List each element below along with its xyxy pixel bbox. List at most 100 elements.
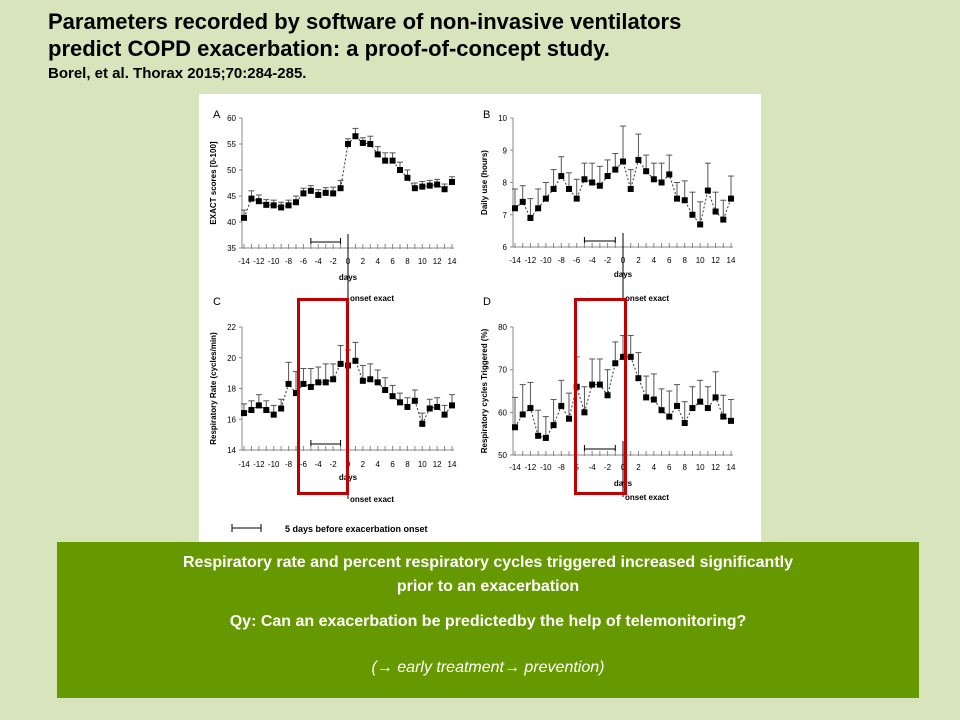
panel-d-data-point [681,420,688,426]
panel-b-data-point [612,166,619,173]
panel-d-y-tick-label: 80 [498,323,507,332]
panel-c-data-point [307,383,314,390]
panel-a-data-point [426,182,433,189]
panel-c-x-tick-label: -12 [253,460,265,469]
panel-d-data-point [712,394,719,401]
panel-c-data-point [337,360,344,367]
panel-d-x-tick-label: 8 [682,463,687,472]
highlight-box-respiratory-rate [297,298,349,495]
panel-a-data-point [330,190,337,197]
panel-b-x-tick-label: -2 [604,256,612,265]
panel-d-x-tick-label: 14 [727,463,736,472]
panel-a-data-point [397,167,403,173]
panel-c-x-tick-label: 2 [361,460,366,469]
panel-d-x-tick-label: 6 [667,463,672,472]
note-text: (→ early treatment→ prevention) [371,659,605,676]
panel-d-letter: D [483,296,491,308]
panel-a-x-tick-label: -12 [253,257,265,266]
panel-a-data-point [434,181,441,188]
panel-b-x-tick-label: -6 [573,256,581,265]
panel-a-data-point [404,174,411,181]
panel-a-data-point [293,199,299,206]
panel-b-series-line [514,158,732,226]
panel-b-letter: B [483,109,490,121]
panel-b-data-point [550,185,557,192]
panel-d-x-tick-label: -2 [604,463,612,472]
panel-a-x-tick-label: -10 [268,257,280,266]
panel-b-y-tick-label: 10 [498,114,507,123]
panel-c-data-point [404,403,411,410]
panel-b-x-tick-label: -14 [509,256,521,265]
panel-c-y-tick-label: 20 [227,354,236,363]
panel-b-data-point [566,185,572,192]
panel-c-data-point [359,377,366,384]
panel-d-data-point [666,413,673,420]
panel-d-data-point [535,432,542,439]
panel-b-onset-label: onset exact [625,294,669,303]
panel-c-x-tick-label: 8 [405,460,410,469]
legend-bracket [231,524,262,532]
panel-b-x-tick-label: 10 [696,256,705,265]
panel-a-data-point [411,185,418,192]
panel-b-data-point [620,158,626,165]
panel-a-data-point [337,185,344,192]
question-text: Qy: Can an exacerbation be predictedby t… [229,613,747,630]
panel-b-y-tick-label: 8 [503,179,508,188]
panel-c-x-tick-label: 6 [390,460,395,469]
panel-d-data-point [650,396,657,403]
panel-a-data-point [255,198,262,205]
panel-c-data-point [397,399,403,406]
panel-d-data-point [589,381,596,388]
panel-d-x-tick-label: 12 [711,463,720,472]
panel-b-x-tick-label: -10 [540,256,552,265]
panel-a-data-point [441,186,448,193]
panel-c-data-point [241,410,247,417]
panel-c-data-point [419,420,426,427]
panel-b-data-point [527,214,534,221]
panel-a-data-point [389,157,396,164]
panel-a-bracket [310,238,342,244]
legend-text: 5 days before exacerbation onset [285,524,428,534]
panel-c-x-tick-label: -10 [268,460,280,469]
panel-d-data-point [596,381,603,388]
panel-d-data-point [527,405,534,412]
title-line-2: predict COPD exacerbation: a proof-of-co… [48,36,610,61]
panel-b-x-tick-label: 2 [636,256,641,265]
panel-b-x-tick-label: 14 [727,256,736,265]
panel-d-onset-label: onset exact [625,493,669,502]
panel-d-x-tick-label: -12 [525,463,537,472]
panel-c-data-point [270,411,277,418]
panel-a-x-tick-label: 8 [405,257,410,266]
panel-b-data-point [681,197,688,204]
panel-b-x-tick-label: 6 [667,256,672,265]
highlight-box-cycles-triggered [574,298,627,495]
panel-d-data-point [689,405,696,412]
panel-c-y-tick-label: 22 [227,323,236,332]
panel-c-data-point [322,379,329,386]
panel-d-x-tick-label: 4 [652,463,657,472]
panel-a-x-tick-label: 6 [390,257,395,266]
panel-b-data-point [720,216,727,223]
panel-a-x-tick-label: -14 [238,257,250,266]
panel-c-x-tick-label: -4 [315,460,323,469]
panel-c-data-point [382,387,389,394]
panel-b-data-point [589,179,596,186]
panel-a-data-point [270,202,277,209]
panel-c-data-point [352,357,359,364]
panel-b-data-point [558,173,565,180]
panel-a-x-tick-label: -8 [285,257,293,266]
panel-c-onset-label: onset exact [350,495,394,504]
panel-a-x-tick-label: 10 [418,257,427,266]
panel-b-bracket [583,237,616,243]
panel-d-data-point [512,424,518,431]
panel-d-data-point [728,417,734,424]
panel-d-x-tick-label: -8 [558,463,566,472]
panel-b-data-point [712,208,719,215]
panel-d-data-point [604,392,611,399]
panel-c-data-point [441,411,448,418]
panel-c-x-tick-label: 4 [375,460,380,469]
panel-a-data-point [359,139,366,146]
panel-a-data-point [241,214,247,221]
panel-c-letter: C [213,296,221,308]
panel-d-x-tick-label: 2 [636,463,641,472]
